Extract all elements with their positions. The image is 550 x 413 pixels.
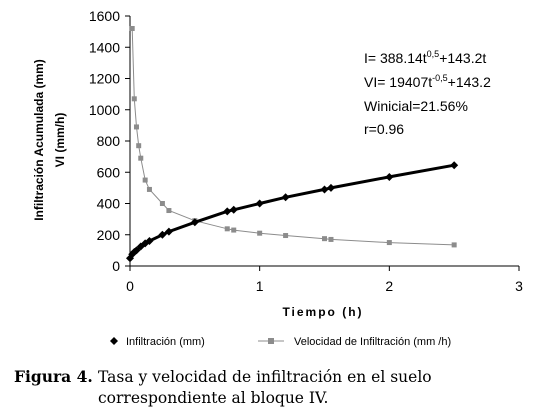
velocity-point [386,240,392,246]
infiltration-point [190,218,199,227]
velocity-point [257,230,263,236]
velocity-point [136,143,142,149]
y-tick-label: 400 [97,196,121,212]
axes [125,15,520,271]
figure-caption: Figura 4. Tasa y velocidad de infiltració… [14,366,544,409]
infiltration-point [326,183,335,192]
legend-item-infiltration: Infiltración (mm) [110,336,205,348]
y-tick-label: 1200 [89,71,120,87]
velocity-point [146,186,152,192]
x-tick-label: 0 [126,278,134,294]
velocity-point [231,227,237,233]
y-axis-label-line1: Infiltración Acumulada (mm) [32,59,46,221]
legend-item-velocity: Velocidad de Infiltración (mm /h) [258,336,451,348]
velocity-point [138,155,144,161]
equation-infiltration: I= 388.14t0,5+143.2t [364,49,486,66]
x-tick-labels: 0 1 2 3 [126,278,523,294]
x-tick-label: 3 [515,278,523,294]
y-tick-labels: 0 200 400 600 800 1000 1200 1400 1600 [89,8,120,274]
x-axis-label: Tiempo (h) [282,305,363,319]
infiltration-point [385,172,394,181]
y-tick-label: 1000 [89,102,120,118]
velocity-point [142,177,148,183]
velocity-point [328,236,334,242]
velocity-point [159,201,165,206]
infiltration-point [164,227,173,236]
legend-label-infiltration: Infiltración (mm) [126,336,205,348]
x-tick-label: 1 [256,278,264,294]
caption-line1: Tasa y velocidad de infiltración en el s… [98,368,432,386]
legend-diamond-marker [110,337,118,345]
y-tick-label: 200 [97,227,121,243]
infiltration-point [320,185,329,194]
velocity-point [224,226,230,232]
equation-velocity: VI= 19407t-0,5+143.2 [364,73,491,90]
velocity-point [129,26,135,31]
x-tick-label: 2 [385,278,393,294]
legend-label-velocity: Velocidad de Infiltración (mm /h) [294,336,451,348]
legend: Infiltración (mm) Velocidad de Infiltrac… [110,336,451,348]
velocity-point [131,96,137,102]
legend-square-marker [268,338,274,344]
velocity-point [451,242,457,248]
infiltration-point [223,207,232,216]
infiltration-point [145,237,154,245]
velocity-point [133,124,139,130]
infiltration-chart: 0 200 400 600 800 1000 1200 1400 1600 0 1 2 3 Infil… [32,8,523,348]
velocity-point [166,208,172,214]
velocity-point [283,233,289,239]
y-tick-label: 1600 [89,8,120,24]
infiltration-line [128,163,455,259]
y-tick-label: 1400 [89,39,120,55]
infiltration-point [281,193,290,202]
y-tick-label: 600 [97,164,121,180]
infiltration-point [450,161,459,170]
y-tick-label: 800 [97,133,121,149]
infiltration-point [255,199,264,208]
y-axis-label-line2: VI (mm/h) [53,113,67,168]
infiltration-point [229,205,238,214]
velocity-point [322,236,327,242]
series-layer [126,26,459,263]
annotation-correlation: r=0.96 [364,121,404,137]
infiltration-point [132,246,141,255]
annotation-initial-moisture: Winicial=21.56% [364,98,468,114]
caption-label: Figura 4. [14,367,93,386]
y-tick-label: 0 [112,258,120,274]
caption-line2: correspondiente al bloque IV. [98,389,329,407]
infiltration-point [158,230,167,239]
